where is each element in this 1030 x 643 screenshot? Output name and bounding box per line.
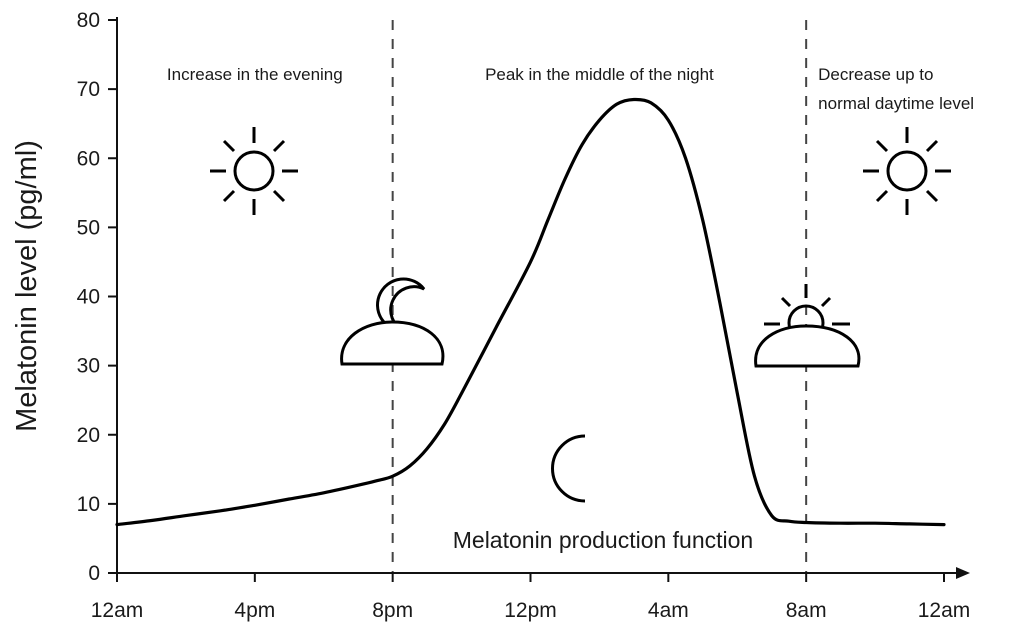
- y-tick-label: 10: [77, 493, 100, 516]
- moon-behind-cloud-icon: [340, 277, 445, 366]
- region-label: Peak in the middle of the night: [485, 65, 714, 84]
- region-label: Increase in the evening: [167, 65, 343, 84]
- y-tick-label: 40: [77, 286, 100, 309]
- sun-rising-behind-cloud-icon: [754, 284, 861, 368]
- y-axis-title: Melatonin level (pg/ml): [11, 140, 43, 432]
- y-tick-label: 20: [77, 424, 100, 447]
- sun-icon: [210, 127, 298, 215]
- series-line-melatonin: [115, 97, 946, 527]
- y-tick-label: 80: [77, 9, 100, 32]
- x-tick-label: 4am: [648, 599, 689, 622]
- axes: [116, 17, 970, 579]
- x-ticks: 12am 4pm 8pm 12pm 4am 8am 12am: [91, 573, 971, 622]
- region-labels: Increase in the evening Peak in the middl…: [167, 65, 974, 113]
- region-label: Decrease up to: [818, 65, 933, 84]
- x-tick-label: 12am: [91, 599, 144, 622]
- x-tick-label: 8am: [786, 599, 827, 622]
- sun-icon: [863, 127, 951, 215]
- y-tick-label: 30: [77, 355, 100, 378]
- icons: [210, 127, 951, 503]
- x-tick-label: 12pm: [504, 599, 557, 622]
- x-tick-label: 12am: [918, 599, 971, 622]
- y-ticks: 0 10 20 30 40 50 60 70 80: [77, 9, 117, 585]
- series-layer: [115, 97, 946, 527]
- y-tick-label: 0: [88, 562, 100, 585]
- series-label: Melatonin production function: [453, 527, 753, 553]
- x-axis-arrowhead: [956, 567, 970, 579]
- crescent-moon-icon: [551, 434, 586, 503]
- y-tick-label: 70: [77, 78, 100, 101]
- region-label: normal daytime level: [818, 94, 974, 113]
- time-dividers: [391, 20, 808, 573]
- y-tick-label: 60: [77, 147, 100, 170]
- x-tick-label: 8pm: [372, 599, 413, 622]
- y-tick-label: 50: [77, 216, 100, 239]
- x-tick-label: 4pm: [234, 599, 275, 622]
